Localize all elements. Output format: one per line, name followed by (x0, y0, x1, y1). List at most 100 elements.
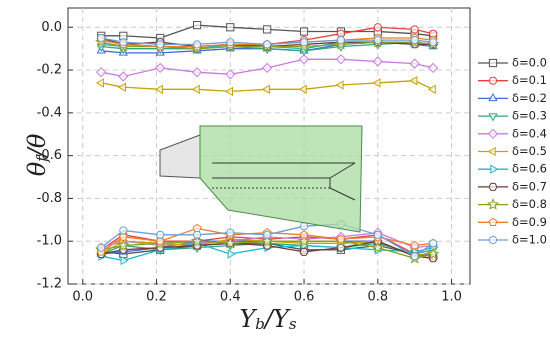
marker (96, 67, 107, 78)
marker (261, 84, 270, 94)
x-tick-label: 1.0 (441, 290, 462, 305)
marker (373, 230, 382, 239)
legend-label: δ=0.6 (512, 162, 547, 176)
legend-label: δ=0.0 (512, 56, 547, 70)
x-label-part: s (289, 315, 297, 333)
marker (409, 76, 418, 86)
marker (297, 234, 311, 247)
y-tick-label: -0.8 (37, 191, 62, 206)
legend-marker (488, 58, 498, 68)
legend: δ=0.0 δ=0.1 δ=0.2 δ=0.3 δ=0.4 δ=0.5 δ=0.6 δ=0.7… (478, 56, 547, 247)
y-tick-label: -1.0 (37, 234, 62, 249)
marker (224, 236, 237, 249)
marker (191, 84, 200, 94)
x-tick-label: 0.2 (146, 290, 167, 305)
y-label-part: θ (23, 161, 51, 176)
marker (192, 21, 202, 30)
marker (299, 230, 309, 239)
legend-label: δ=0.4 (512, 126, 547, 140)
plot-area: 0.0 -0.2 -0.4 -0.6 -0.8 -1.0 -1.2 0.0 0.2 0.4 0.6 0… (37, 7, 471, 305)
marker (372, 56, 383, 67)
marker (427, 84, 436, 94)
y-tick-label: -0.4 (37, 105, 62, 120)
marker (120, 255, 129, 266)
legend-label: δ=0.7 (512, 179, 547, 193)
marker (299, 38, 309, 47)
legend-label: δ=0.8 (512, 197, 547, 211)
x-tick-label: 0.8 (367, 290, 388, 305)
marker (95, 78, 104, 88)
x-tick-label: 0.0 (72, 290, 93, 305)
marker (298, 54, 310, 65)
marker (373, 35, 382, 45)
y-tick-label: -0.6 (37, 148, 62, 163)
marker (410, 25, 419, 34)
marker (226, 38, 235, 47)
legend-label: δ=0.5 (512, 144, 547, 158)
legend-marker (488, 76, 498, 85)
marker (373, 23, 382, 32)
legend-marker (490, 164, 499, 174)
marker (119, 38, 128, 47)
marker (263, 40, 272, 49)
marker (371, 241, 384, 253)
y-axis-label: θf/θ (23, 133, 52, 176)
marker (117, 82, 126, 92)
x-label-part: Y (239, 305, 257, 333)
marker (155, 236, 165, 245)
legend-marker (488, 113, 498, 122)
legend-marker (488, 182, 498, 191)
marker (335, 80, 344, 90)
marker (192, 40, 202, 49)
legend-marker (487, 128, 499, 139)
marker (118, 71, 129, 82)
legend-marker (488, 92, 498, 102)
marker (372, 78, 381, 88)
marker (97, 243, 106, 252)
marker (262, 62, 273, 74)
marker (154, 84, 163, 94)
marker (225, 69, 236, 80)
y-label-part: /θ (23, 133, 51, 158)
x-label-part: b (255, 315, 265, 333)
y-tick-label: 0.0 (41, 20, 62, 35)
marker (261, 234, 274, 247)
marker (410, 252, 419, 261)
marker (429, 38, 438, 47)
marker (224, 86, 233, 97)
marker (263, 25, 272, 34)
marker (192, 230, 202, 239)
marker (429, 239, 438, 248)
legend-marker (486, 198, 500, 210)
marker (192, 223, 202, 233)
marker (97, 33, 106, 43)
legend-marker (487, 146, 496, 157)
marker (190, 234, 204, 247)
marker (155, 62, 166, 74)
inset-illustration (159, 125, 363, 233)
marker (336, 234, 346, 243)
marker (263, 230, 272, 239)
legend-marker (488, 235, 498, 245)
marker (410, 35, 419, 45)
marker (226, 228, 235, 237)
legend-label: δ=1.0 (512, 233, 547, 247)
legend-label: δ=0.1 (512, 73, 547, 87)
marker (298, 84, 307, 94)
marker (227, 249, 236, 259)
marker (156, 40, 165, 49)
marker (299, 247, 309, 256)
marker (299, 222, 309, 231)
marker (335, 54, 347, 65)
marker (409, 58, 420, 69)
marker (156, 230, 165, 239)
x-tick-label: 0.4 (220, 290, 241, 305)
marker (299, 27, 309, 36)
y-tick-label: -0.2 (37, 63, 62, 78)
y-label-part: f (33, 154, 51, 163)
marker (117, 239, 130, 251)
marker (427, 247, 440, 260)
marker (336, 35, 346, 45)
series (97, 33, 438, 261)
